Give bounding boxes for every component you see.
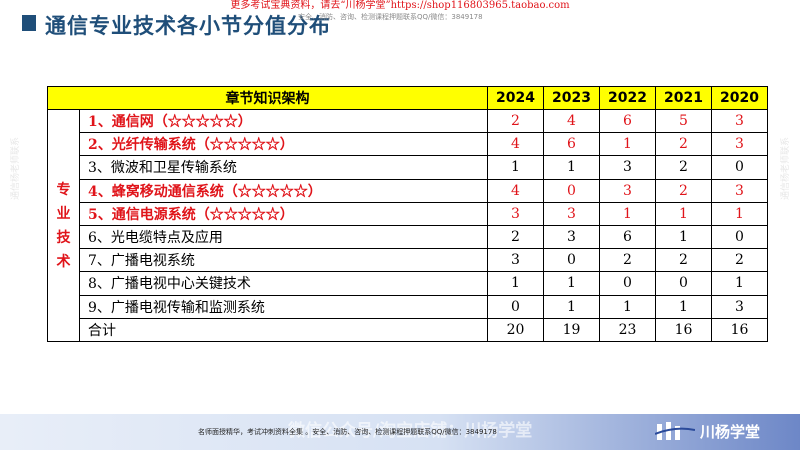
score-cell: 5 xyxy=(655,108,712,134)
score-cell: 0 xyxy=(487,294,544,319)
total-cell: 19 xyxy=(543,317,600,343)
score-cell: 3 xyxy=(599,178,656,203)
year-header: 2020 xyxy=(711,86,768,110)
brand-logo-icon xyxy=(655,422,695,440)
score-cell: 1 xyxy=(543,271,600,296)
score-cell: 3 xyxy=(711,108,768,134)
brand-name: 川杨学堂 xyxy=(700,423,761,441)
score-cell: 0 xyxy=(543,178,600,203)
header-watermark: 安全、消防、咨询、检测课程押题联系QQ/微信：3849178 xyxy=(298,13,483,21)
score-cell: 3 xyxy=(599,155,656,180)
score-cell: 0 xyxy=(543,248,600,273)
score-cell: 1 xyxy=(655,294,712,319)
section-name: 1、通信网（☆☆☆☆☆） xyxy=(79,108,488,134)
score-cell: 3 xyxy=(543,201,600,226)
section-name: 6、光电缆特点及应用 xyxy=(79,224,488,250)
left-watermark: 通信杨老师联系 xyxy=(11,136,21,200)
score-cell: 0 xyxy=(599,271,656,296)
section-label-char: 技 xyxy=(56,229,71,246)
score-cell: 6 xyxy=(543,132,600,157)
score-cell: 2 xyxy=(487,224,544,250)
score-cell: 1 xyxy=(487,155,544,180)
top-watermark: 更多考试宝典资料，请去“川杨学堂”https://shop116803965.t… xyxy=(230,0,570,11)
total-cell: 16 xyxy=(655,317,712,343)
table-row: 专业技术 1、通信网（☆☆☆☆☆） 2 4 6 5 3 xyxy=(47,108,768,342)
score-cell: 3 xyxy=(711,178,768,203)
table-row: 2、光纤传输系统（☆☆☆☆☆） 4 6 1 2 3 xyxy=(48,132,768,157)
table-row: 3、微波和卫星传输系统 1 1 3 2 0 xyxy=(48,155,768,180)
score-cell: 1 xyxy=(711,201,768,226)
score-cell: 3 xyxy=(543,224,600,250)
section-label: 专业技术 xyxy=(47,109,80,342)
section-name: 8、广播电视中心关键技术 xyxy=(79,271,488,296)
section-label-char: 术 xyxy=(56,253,71,270)
table-row: 9、广播电视传输和监测系统 0 1 1 1 3 xyxy=(48,294,768,319)
score-cell: 1 xyxy=(655,201,712,226)
score-cell: 1 xyxy=(599,201,656,226)
score-cell: 1 xyxy=(599,294,656,319)
section-label-char: 业 xyxy=(56,205,71,222)
total-cell: 23 xyxy=(599,317,656,343)
score-cell: 2 xyxy=(711,248,768,273)
header-label: 章节知识架构 xyxy=(47,86,488,110)
table-row: 8、广播电视中心关键技术 1 1 0 0 1 xyxy=(48,271,768,296)
section-name: 5、通信电源系统（☆☆☆☆☆） xyxy=(79,201,488,226)
year-header: 2024 xyxy=(487,86,544,110)
score-cell: 3 xyxy=(711,132,768,157)
section-name: 7、广播电视系统 xyxy=(79,248,488,273)
score-cell: 1 xyxy=(543,155,600,180)
page-title: 通信专业技术各小节分值分布 xyxy=(45,14,331,38)
year-header: 2022 xyxy=(599,86,656,110)
total-cell: 20 xyxy=(487,317,544,343)
section-name: 4、蜂窝移动通信系统（☆☆☆☆☆） xyxy=(79,178,488,203)
section-name: 3、微波和卫星传输系统 xyxy=(79,155,488,180)
footer-text: 名师面授精华，考试冲刺资料全集 。安全、消防、咨询、检测课程押题联系QQ/微信：… xyxy=(198,428,497,436)
score-cell: 0 xyxy=(711,224,768,250)
score-cell: 3 xyxy=(711,294,768,319)
score-cell: 1 xyxy=(599,132,656,157)
score-cell: 6 xyxy=(599,224,656,250)
score-cell: 4 xyxy=(487,178,544,203)
score-cell: 4 xyxy=(487,132,544,157)
score-cell: 1 xyxy=(711,271,768,296)
right-watermark: 通信杨老师联系 xyxy=(781,136,791,200)
score-cell: 1 xyxy=(655,224,712,250)
section-name: 9、广播电视传输和监测系统 xyxy=(79,294,488,319)
table-row: 4、蜂窝移动通信系统（☆☆☆☆☆） 4 0 3 2 3 xyxy=(48,178,768,203)
score-cell: 3 xyxy=(487,248,544,273)
footer-bar: 微信公众号/淘宝店铺：川杨学堂 名师面授精华，考试冲刺资料全集 。安全、消防、咨… xyxy=(0,414,800,450)
score-cell: 0 xyxy=(711,155,768,180)
score-cell: 4 xyxy=(543,108,600,134)
score-cell: 6 xyxy=(599,108,656,134)
year-header: 2023 xyxy=(543,86,600,110)
table-row: 5、通信电源系统（☆☆☆☆☆） 3 3 1 1 1 xyxy=(48,201,768,226)
score-cell: 1 xyxy=(487,271,544,296)
table-row: 7、广播电视系统 3 0 2 2 2 xyxy=(48,248,768,273)
score-cell: 2 xyxy=(655,178,712,203)
score-cell: 2 xyxy=(655,155,712,180)
score-cell: 2 xyxy=(655,248,712,273)
header-row: 章节知识架构 2024 2023 2022 2021 2020 xyxy=(47,86,768,110)
score-cell: 0 xyxy=(655,271,712,296)
section-label-char: 专 xyxy=(56,181,71,198)
footer-wechat-banner: 微信公众号/淘宝店铺：川杨学堂 xyxy=(288,421,533,441)
score-cell: 2 xyxy=(599,248,656,273)
table-row: 6、光电缆特点及应用 2 3 6 1 0 xyxy=(48,224,768,250)
total-row: 合计 20 19 23 16 16 xyxy=(48,317,768,343)
title-bullet-icon xyxy=(22,15,36,31)
total-cell: 16 xyxy=(711,317,768,343)
year-header: 2021 xyxy=(655,86,712,110)
score-cell: 2 xyxy=(487,108,544,134)
score-cell: 1 xyxy=(543,294,600,319)
total-label: 合计 xyxy=(79,317,488,343)
section-name: 2、光纤传输系统（☆☆☆☆☆） xyxy=(79,132,488,157)
score-table: 章节知识架构 2024 2023 2022 2021 2020 专业技术 1、通信… xyxy=(47,86,768,343)
score-cell: 3 xyxy=(487,201,544,226)
score-cell: 2 xyxy=(655,132,712,157)
